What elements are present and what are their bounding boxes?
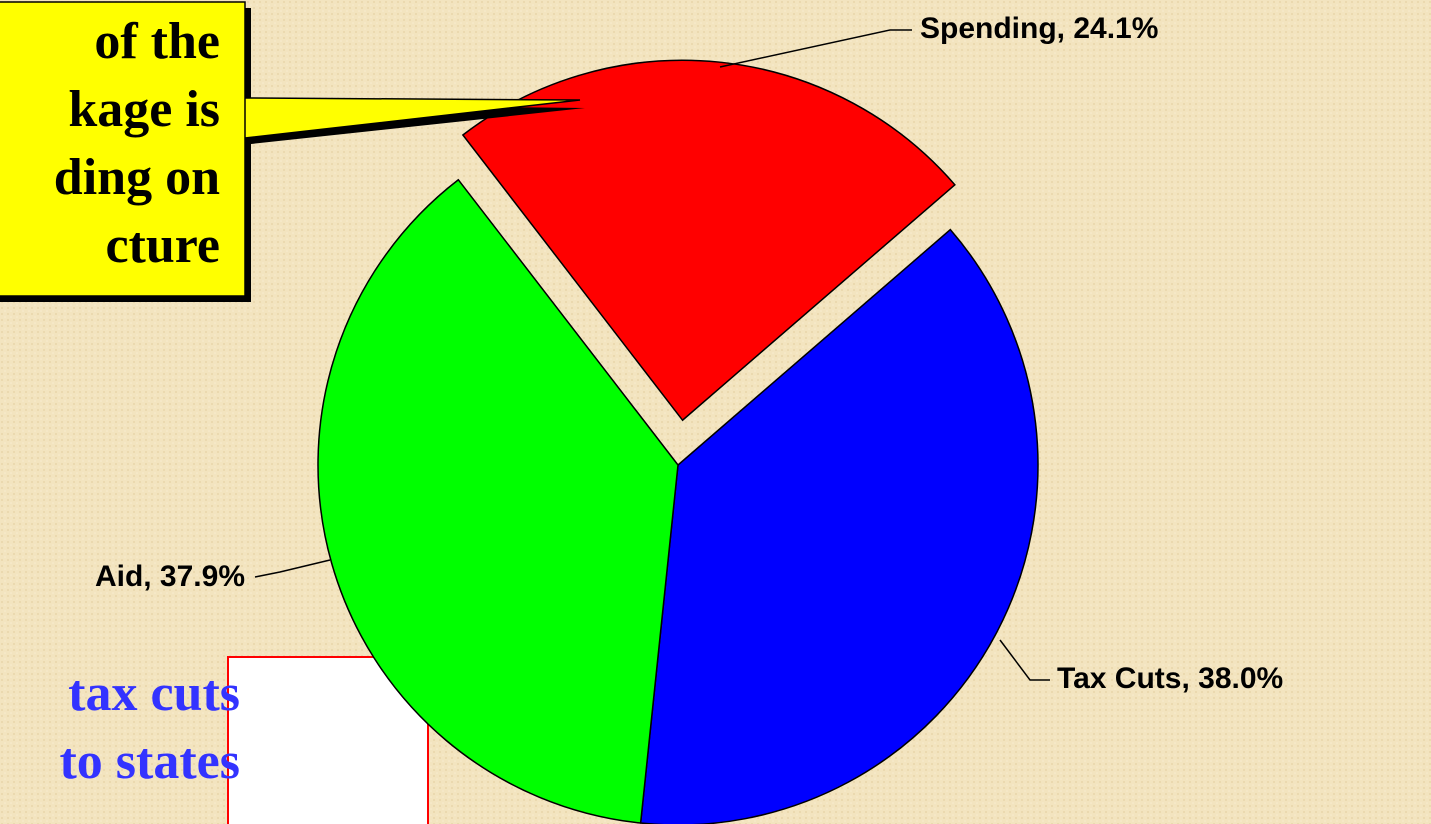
slice-label: Aid, 37.9% xyxy=(95,560,245,593)
annotation-text: tax cuts xyxy=(68,665,240,722)
annotation-text: kage is xyxy=(68,81,220,138)
slice-label: Spending, 24.1% xyxy=(920,12,1158,45)
leader-line xyxy=(254,559,331,578)
pie-slice xyxy=(461,59,956,422)
annotation-text: of the xyxy=(94,13,220,70)
leader-line xyxy=(999,639,1050,681)
slice-label: Tax Cuts, 38.0% xyxy=(1057,662,1283,695)
pie-slice xyxy=(639,228,1039,824)
annotation-text: to states xyxy=(59,733,240,790)
callout-box xyxy=(0,1,581,297)
pie-slice xyxy=(317,178,679,824)
annotation-text: cture xyxy=(105,217,220,274)
leader-line xyxy=(719,29,912,68)
annotation-text: ding on xyxy=(54,149,220,206)
